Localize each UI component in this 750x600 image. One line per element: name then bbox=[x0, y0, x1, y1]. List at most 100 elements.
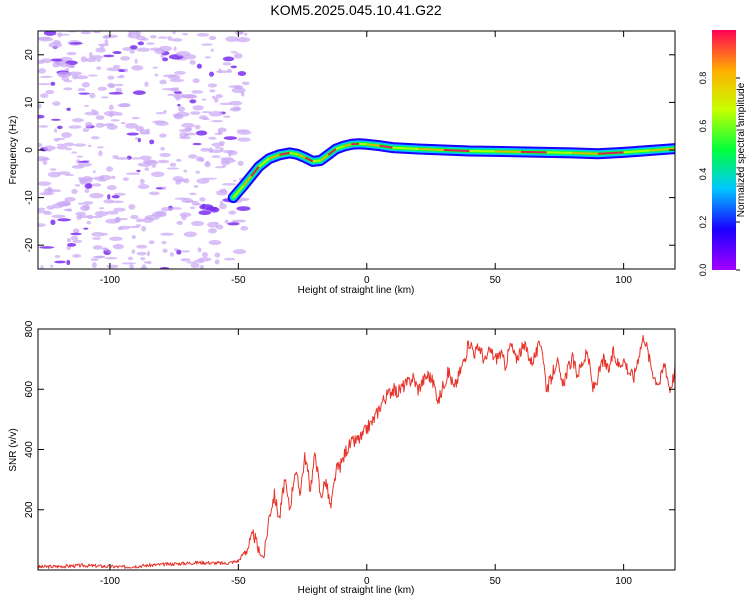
trace-core-segment bbox=[597, 151, 624, 155]
noise-speck bbox=[235, 37, 251, 43]
noise-speck bbox=[193, 184, 199, 188]
noise-speck bbox=[162, 74, 178, 78]
x-tick-label: 50 bbox=[490, 275, 502, 286]
colorbar-tick-label: 0.2 bbox=[698, 216, 708, 229]
noise-speck bbox=[96, 59, 102, 62]
trace-core-segment bbox=[343, 143, 352, 148]
noise-speck bbox=[157, 159, 170, 164]
noise-speck bbox=[181, 122, 195, 128]
noise-speck bbox=[116, 112, 123, 116]
noise-speck bbox=[198, 257, 212, 262]
noise-speck bbox=[87, 74, 99, 77]
noise-speck bbox=[195, 157, 203, 162]
noise-speck bbox=[221, 183, 237, 186]
noise-speck bbox=[139, 155, 152, 161]
trace-core-segment bbox=[327, 148, 337, 156]
noise-speck bbox=[38, 68, 47, 74]
noise-speck bbox=[216, 189, 228, 196]
noise-speck bbox=[89, 92, 96, 99]
spectrogram-x-ticks: -100 -50 0 50 100 bbox=[100, 31, 632, 286]
noise-speck bbox=[71, 165, 85, 169]
noise-speck bbox=[65, 208, 72, 211]
noise-speck bbox=[172, 93, 186, 99]
noise-speck bbox=[130, 157, 142, 160]
noise-speck bbox=[214, 259, 220, 265]
noise-speck bbox=[54, 260, 66, 264]
noise-speck bbox=[241, 81, 250, 86]
x-tick-label: 100 bbox=[615, 576, 632, 587]
noise-speck bbox=[127, 225, 141, 229]
noise-speck bbox=[38, 223, 46, 227]
noise-speck bbox=[172, 176, 184, 182]
noise-speck bbox=[39, 246, 55, 249]
noise-speck bbox=[201, 251, 208, 258]
noise-speck bbox=[40, 58, 53, 64]
noise-speck bbox=[169, 252, 174, 257]
trace-core-segment bbox=[379, 144, 393, 149]
trace-core-segment bbox=[297, 153, 306, 159]
noise-speck bbox=[182, 32, 189, 36]
noise-speck bbox=[87, 144, 92, 148]
x-tick-label: -100 bbox=[100, 275, 120, 286]
noise-speck bbox=[160, 146, 165, 151]
noise-speck bbox=[237, 71, 247, 76]
noise-speck bbox=[84, 183, 93, 189]
noise-speck bbox=[244, 32, 248, 36]
noise-speck bbox=[82, 127, 90, 132]
noise-speck bbox=[44, 210, 51, 213]
noise-speck bbox=[161, 186, 167, 190]
noise-speck bbox=[92, 255, 105, 259]
noise-speck bbox=[111, 175, 116, 180]
noise-speck bbox=[237, 137, 251, 142]
noise-speck bbox=[50, 81, 56, 86]
trace-core-segment bbox=[623, 149, 650, 154]
noise-speck bbox=[173, 70, 186, 75]
y-tick-label: 800 bbox=[24, 320, 35, 337]
noise-speck bbox=[224, 219, 229, 224]
noise-speck bbox=[38, 83, 52, 86]
noise-speck bbox=[135, 137, 139, 140]
noise-speck bbox=[97, 43, 110, 47]
spectrogram-y-label: Frequency (Hz) bbox=[8, 116, 19, 185]
colorbar-tick-label: 0.0 bbox=[698, 264, 708, 277]
noise-speck bbox=[228, 151, 232, 157]
noise-speck bbox=[208, 240, 222, 246]
noise-speck bbox=[95, 47, 106, 53]
noise-speck bbox=[38, 114, 45, 119]
noise-speck bbox=[118, 225, 131, 230]
y-tick-label: 0 bbox=[24, 147, 35, 153]
noise-speck bbox=[183, 169, 188, 173]
noise-speck bbox=[166, 167, 180, 170]
noise-speck bbox=[232, 249, 247, 255]
noise-speck bbox=[240, 226, 249, 231]
noise-speck bbox=[191, 220, 205, 227]
noise-speck bbox=[104, 257, 118, 260]
noise-speck bbox=[72, 228, 80, 234]
noise-speck bbox=[74, 184, 81, 187]
noise-speck bbox=[190, 262, 200, 268]
noise-speck bbox=[134, 58, 138, 64]
noise-speck bbox=[136, 244, 148, 249]
noise-speck bbox=[154, 210, 167, 217]
noise-speck bbox=[38, 125, 49, 128]
noise-speck bbox=[159, 79, 167, 85]
noise-speck bbox=[174, 197, 190, 200]
noise-speck bbox=[73, 143, 87, 147]
noise-speck bbox=[233, 53, 243, 59]
trace-core-segment bbox=[418, 148, 444, 151]
noise-speck bbox=[54, 139, 60, 142]
noise-speck bbox=[178, 106, 186, 113]
x-tick-label: 0 bbox=[364, 275, 370, 286]
noise-speck bbox=[167, 93, 175, 96]
trace-core-segment bbox=[258, 157, 270, 168]
noise-speck bbox=[223, 115, 231, 118]
noise-speck bbox=[154, 121, 169, 127]
noise-speck bbox=[47, 149, 52, 152]
noise-speck bbox=[208, 136, 217, 140]
noise-speck bbox=[113, 64, 121, 68]
noise-speck bbox=[192, 142, 202, 146]
spectrogram-trace bbox=[227, 138, 675, 204]
noise-speck bbox=[214, 146, 221, 149]
noise-speck bbox=[169, 162, 177, 167]
noise-speck bbox=[71, 188, 78, 195]
